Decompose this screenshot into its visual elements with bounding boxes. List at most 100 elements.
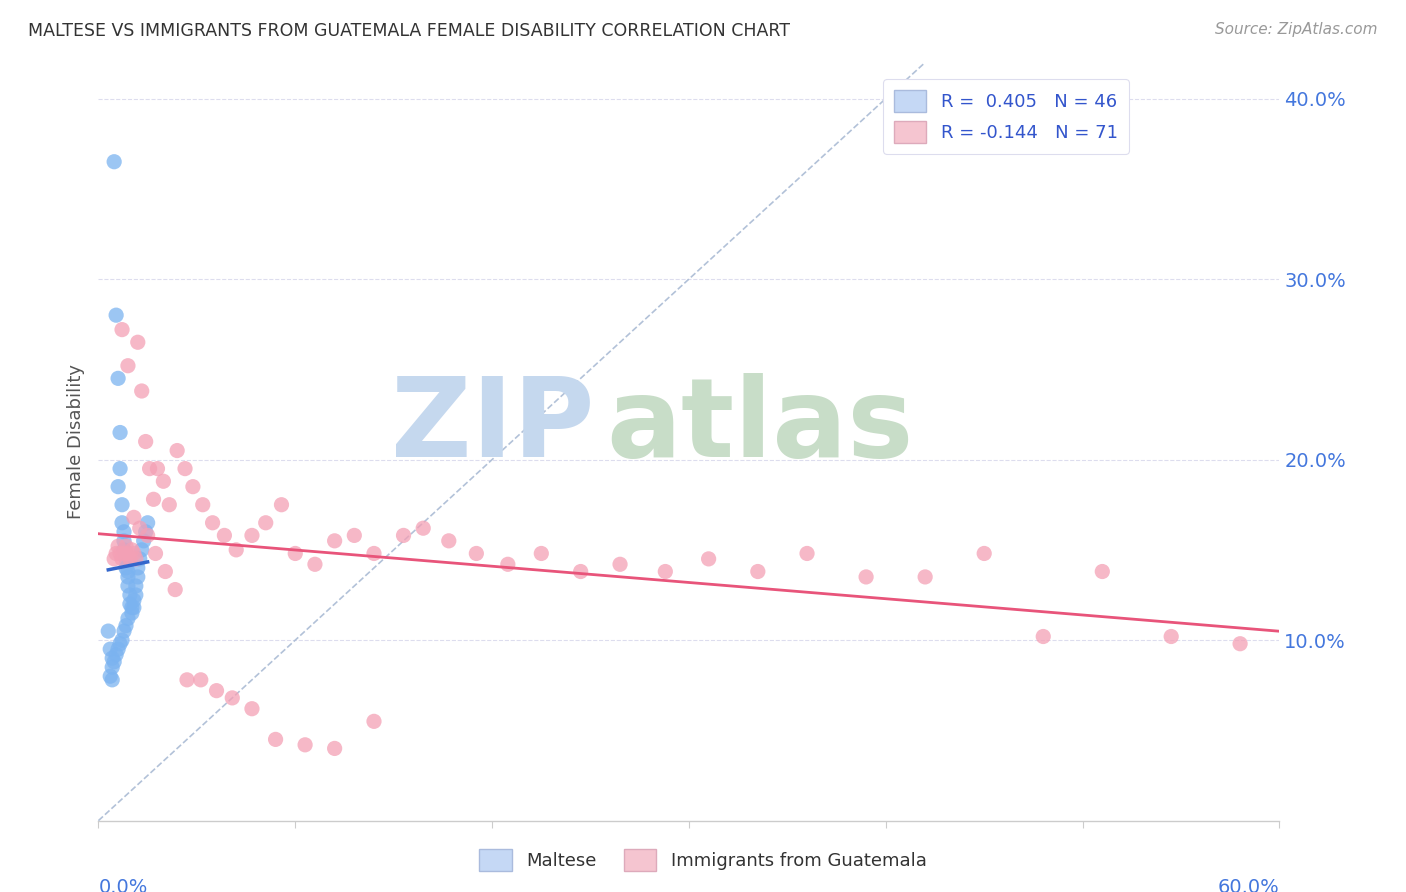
Point [103, 154, 125, 169]
Point [115, 561, 138, 575]
Y-axis label: Female Disability: Female Disability [66, 364, 84, 519]
Point [609, 558, 631, 572]
Point [132, 533, 155, 548]
Point [111, 323, 134, 337]
Point [98, 669, 121, 683]
Point [112, 546, 135, 560]
Point [107, 371, 129, 385]
Point [127, 335, 149, 350]
Point [117, 565, 139, 579]
Point [108, 546, 131, 560]
Point [117, 579, 139, 593]
Point [191, 498, 214, 512]
Text: 60.0%: 60.0% [1218, 879, 1279, 892]
Point [157, 498, 180, 512]
Point [304, 558, 326, 572]
Point [98, 642, 121, 657]
Text: atlas: atlas [606, 373, 914, 480]
Point [155, 565, 177, 579]
Point [392, 528, 415, 542]
Point [412, 521, 434, 535]
Point [118, 588, 141, 602]
Point [363, 546, 385, 560]
Point [122, 600, 145, 615]
Point [128, 552, 150, 566]
Point [105, 648, 128, 662]
Point [131, 542, 153, 557]
Point [125, 552, 148, 566]
Point [111, 516, 134, 530]
Point [190, 673, 212, 687]
Point [363, 714, 385, 729]
Point [205, 683, 228, 698]
Point [107, 642, 129, 657]
Point [111, 498, 134, 512]
Point [855, 570, 877, 584]
Point [101, 673, 124, 687]
Point [125, 588, 148, 602]
Point [323, 533, 346, 548]
Point [1229, 637, 1251, 651]
Point [122, 593, 145, 607]
Point [214, 528, 236, 542]
Point [118, 552, 141, 566]
Point [284, 546, 307, 560]
Point [117, 611, 139, 625]
Point [240, 702, 263, 716]
Point [115, 552, 138, 566]
Point [101, 651, 124, 665]
Point [101, 660, 124, 674]
Point [201, 516, 224, 530]
Point [122, 546, 145, 560]
Point [465, 546, 488, 560]
Point [118, 597, 141, 611]
Point [136, 528, 159, 542]
Point [145, 546, 167, 560]
Point [165, 582, 187, 597]
Point [166, 443, 188, 458]
Point [973, 546, 995, 560]
Point [131, 384, 153, 398]
Point [176, 673, 198, 687]
Point [654, 565, 676, 579]
Point [697, 552, 720, 566]
Point [142, 492, 165, 507]
Point [530, 546, 553, 560]
Point [496, 558, 519, 572]
Point [146, 461, 169, 475]
Point [323, 741, 346, 756]
Point [122, 510, 145, 524]
Point [127, 570, 149, 584]
Point [152, 475, 174, 489]
Point [136, 516, 159, 530]
Point [569, 565, 592, 579]
Point [796, 546, 818, 560]
Point [437, 533, 460, 548]
Point [121, 542, 143, 557]
Legend: R =  0.405   N = 46, R = -0.144   N = 71: R = 0.405 N = 46, R = -0.144 N = 71 [883, 79, 1129, 153]
Point [221, 690, 243, 705]
Text: MALTESE VS IMMIGRANTS FROM GUATEMALA FEMALE DISABILITY CORRELATION CHART: MALTESE VS IMMIGRANTS FROM GUATEMALA FEM… [28, 22, 790, 40]
Point [181, 480, 204, 494]
Text: 0.0%: 0.0% [98, 879, 148, 892]
Point [121, 600, 143, 615]
Point [107, 539, 129, 553]
Point [115, 546, 138, 560]
Point [105, 546, 128, 560]
Point [914, 570, 936, 584]
Point [128, 521, 150, 535]
Point [108, 425, 131, 440]
Legend: Maltese, Immigrants from Guatemala: Maltese, Immigrants from Guatemala [472, 842, 934, 879]
Point [103, 552, 125, 566]
Point [108, 461, 131, 475]
Point [264, 732, 287, 747]
Point [294, 738, 316, 752]
Point [111, 552, 134, 566]
Point [112, 542, 135, 557]
Point [112, 624, 135, 639]
Point [174, 461, 197, 475]
Point [115, 539, 138, 553]
Point [127, 561, 149, 575]
Point [135, 524, 157, 539]
Text: Source: ZipAtlas.com: Source: ZipAtlas.com [1215, 22, 1378, 37]
